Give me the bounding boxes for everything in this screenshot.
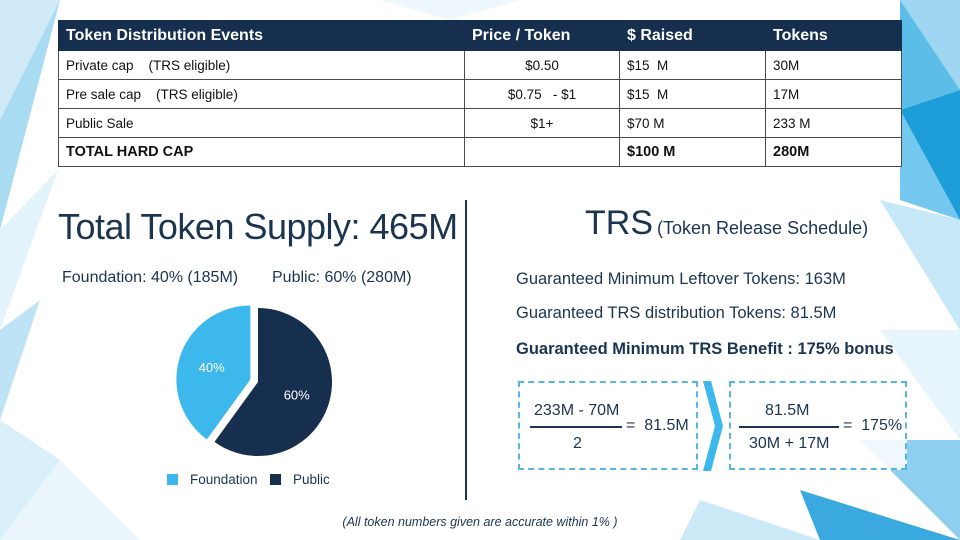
chevron-right-icon xyxy=(703,381,723,471)
leftover-tokens-line: Guaranteed Minimum Leftover Tokens: 163M xyxy=(516,270,846,288)
foundation-caption: Foundation: 40% (185M) xyxy=(62,269,239,286)
tokens-cell: 17M xyxy=(765,79,902,109)
legend-public: Public xyxy=(270,472,330,487)
formula-result: = 81.5M xyxy=(626,417,689,434)
fraction-bar xyxy=(530,426,622,428)
accuracy-note: (All token numbers given are accurate wi… xyxy=(342,515,618,529)
raised-cell: $15 M xyxy=(619,50,766,80)
price-cell xyxy=(464,137,620,167)
tokens-cell: 233 M xyxy=(765,108,902,138)
event-cell: TOTAL HARD CAP xyxy=(58,137,465,167)
event-cell: Public Sale xyxy=(58,108,465,138)
formula-box-benefit: 81.5M 30M + 17M = 175% xyxy=(729,381,907,470)
event-cell: Pre sale cap (TRS eligible) xyxy=(58,79,465,109)
formula-result: = 175% xyxy=(843,417,903,434)
formula-numerator: 81.5M xyxy=(765,402,810,419)
table-row: Public Sale $1+ $70 M 233 M xyxy=(58,108,902,138)
header-tokens: Tokens xyxy=(765,20,902,51)
table-row: Private cap (TRS eligible) $0.50 $15 M 3… xyxy=(58,50,902,80)
tokens-cell: 30M xyxy=(765,50,902,80)
pie-slice-public xyxy=(214,308,332,456)
table-row: Pre sale cap (TRS eligible) $0.75 - $1 $… xyxy=(58,79,902,109)
trs-title: TRS (Token Release Schedule) xyxy=(585,204,868,243)
price-cell: $1+ xyxy=(464,108,620,138)
legend-label: Foundation xyxy=(190,472,258,487)
raised-cell: $15 M xyxy=(619,79,766,109)
trs-subtitle: (Token Release Schedule) xyxy=(657,218,869,238)
trs-benefit-line: Guaranteed Minimum TRS Benefit : 175% bo… xyxy=(516,340,894,358)
raised-cell: $70 M xyxy=(619,108,766,138)
pie-label-foundation: 40% xyxy=(199,360,225,375)
header-events: Token Distribution Events xyxy=(58,20,465,51)
supply-pie-chart: 60% 40% xyxy=(176,305,332,456)
foundation-swatch xyxy=(167,474,178,485)
tokens-cell: 280M xyxy=(765,137,902,167)
supply-title: Total Token Supply: 465M xyxy=(58,206,458,247)
formula-denominator: 2 xyxy=(573,435,582,452)
trs-heading: TRS xyxy=(585,204,653,242)
pie-slice-foundation xyxy=(176,305,251,440)
header-raised: $ Raised xyxy=(619,20,766,51)
legend-label: Public xyxy=(293,472,330,487)
price-cell: $0.50 xyxy=(464,50,620,80)
header-price: Price / Token xyxy=(464,20,620,51)
section-divider xyxy=(465,200,467,500)
formula-numerator: 233M - 70M xyxy=(534,402,620,419)
event-cell: Private cap (TRS eligible) xyxy=(58,50,465,80)
table-header-row: Token Distribution Events Price / Token … xyxy=(58,20,902,51)
legend-foundation: Foundation xyxy=(167,472,258,487)
distribution-tokens-line: Guaranteed TRS distribution Tokens: 81.5… xyxy=(516,304,837,322)
price-cell: $0.75 - $1 xyxy=(464,79,620,109)
public-swatch xyxy=(270,474,281,485)
formula-denominator: 30M + 17M xyxy=(749,435,830,452)
token-distribution-table: Token Distribution Events Price / Token … xyxy=(58,20,902,167)
table-total-row: TOTAL HARD CAP $100 M 280M xyxy=(58,137,902,167)
pie-label-public: 60% xyxy=(284,388,310,403)
raised-cell: $100 M xyxy=(619,137,766,167)
public-caption: Public: 60% (280M) xyxy=(272,269,412,286)
fraction-bar xyxy=(739,426,839,428)
formula-box-leftover: 233M - 70M 2 = 81.5M xyxy=(518,381,698,470)
